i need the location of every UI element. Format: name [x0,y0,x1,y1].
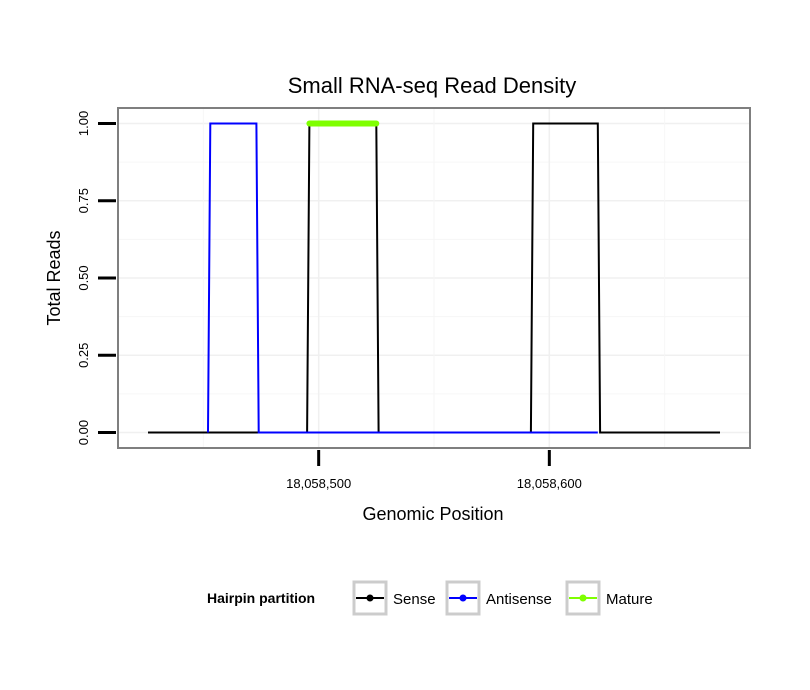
legend-label: Mature [606,591,653,608]
x-tick-label: 18,058,500 [286,476,351,491]
y-tick-label: 0.00 [76,420,91,445]
chart-title: Small RNA-seq Read Density [288,73,577,98]
legend-label: Antisense [486,591,552,608]
legend-title: Hairpin partition [207,590,315,606]
legend-item-sense: Sense [352,580,436,616]
legend-key-point [366,594,374,602]
x-tick-label: 18,058,600 [517,476,582,491]
series-line-antisense [207,122,598,434]
legend: Hairpin partition Sense Antisense Mature [207,580,653,616]
x-axis-title: Genomic Position [362,504,503,524]
y-tick-label: 0.25 [76,343,91,368]
y-axis: 0.00 0.25 0.50 0.75 1.00 [76,111,116,445]
grid-lines [118,108,750,448]
legend-key-point [579,594,587,602]
legend-key-point [459,594,467,602]
legend-item-antisense: Antisense [445,580,552,616]
series-layer [148,120,720,434]
y-tick-label: 0.75 [76,188,91,213]
y-axis-title: Total Reads [44,230,64,325]
x-axis: 18,058,500 18,058,600 [286,450,582,491]
legend-item-mature: Mature [565,580,653,616]
y-tick-label: 1.00 [76,111,91,136]
legend-label: Sense [393,591,436,608]
y-tick-label: 0.50 [76,265,91,290]
plot-panel-border [117,107,751,449]
